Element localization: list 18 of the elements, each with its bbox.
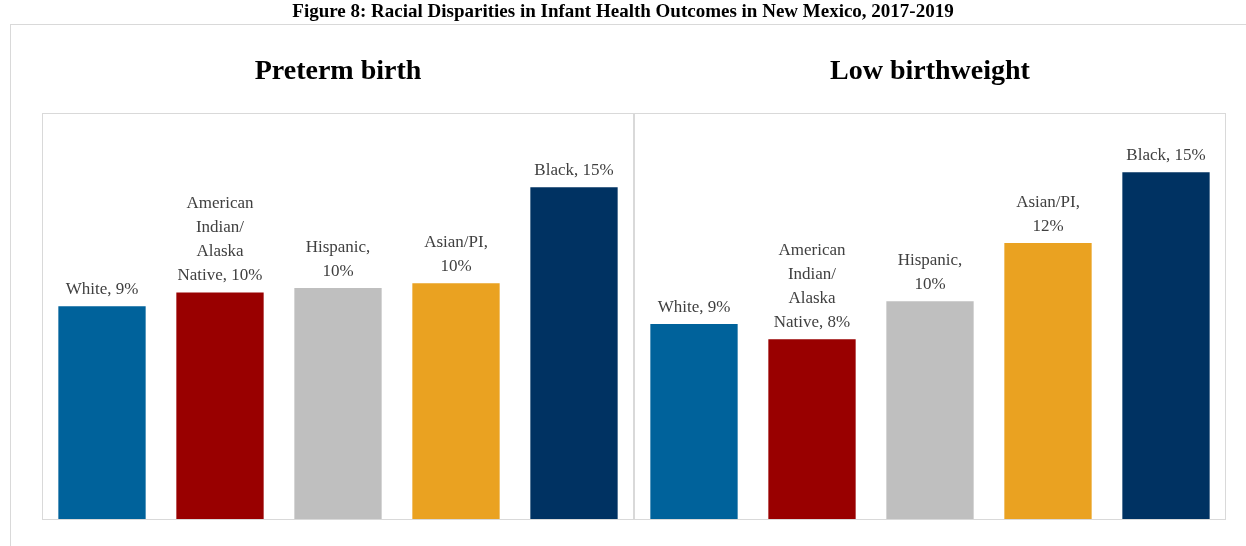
data-label: White, 9% <box>657 297 731 317</box>
bar <box>294 287 382 519</box>
data-label: Hispanic, 10% <box>305 236 371 280</box>
bar <box>412 283 500 519</box>
data-label: Black, 15% <box>1126 145 1206 165</box>
chart-title: Preterm birth <box>253 53 423 87</box>
data-label: Black, 15% <box>534 160 614 180</box>
data-label: American Indian/ Alaska Native, 8% <box>773 240 851 332</box>
bar <box>530 187 618 519</box>
data-label: American Indian/ Alaska Native, 10% <box>177 193 263 285</box>
bar <box>176 292 264 519</box>
bar <box>58 306 146 519</box>
data-label: White, 9% <box>65 279 139 299</box>
chart-title: Low birthweight <box>829 53 1031 87</box>
data-label: Asian/PI, 10% <box>424 232 488 276</box>
data-label: Asian/PI, 12% <box>1016 192 1080 236</box>
data-label: Hispanic, 10% <box>897 250 963 294</box>
caption: Figure 8: Racial Disparities in Infant Health Outcomes in New Mexico, 2017-2019 <box>291 0 955 22</box>
